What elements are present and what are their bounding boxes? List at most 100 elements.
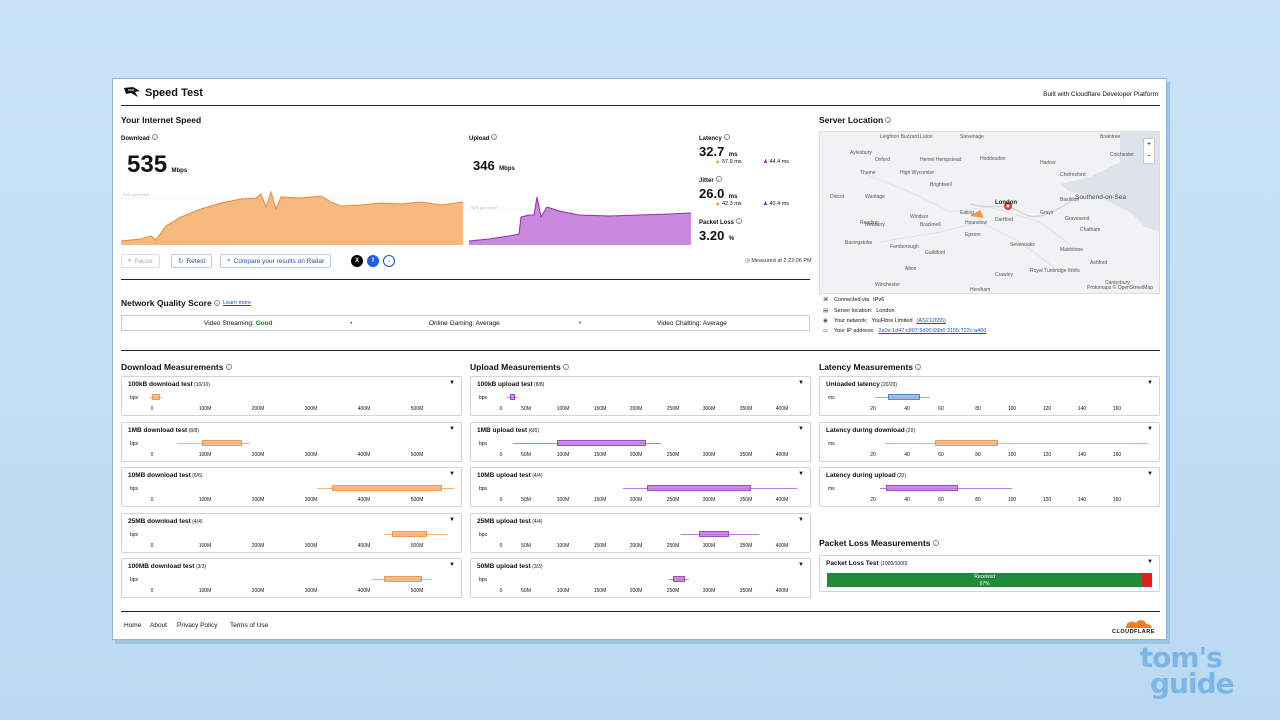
refresh-icon: ↻	[178, 258, 184, 265]
packet-loss-test-card[interactable]: Packet Loss Test (1000/1000) ▼ Received …	[819, 555, 1160, 592]
chevron-down-icon[interactable]: ▼	[449, 471, 455, 477]
chevron-down-icon[interactable]: ▼	[798, 516, 804, 523]
latency-test-card[interactable]: Latency during download (20) ▼ ms 20 40 60 80 1…	[819, 421, 1160, 462]
axis-tick-label: 100M	[198, 406, 212, 412]
chevron-down-icon[interactable]: ▼	[1147, 471, 1153, 477]
upload-test-card[interactable]: 10MB upload test (4/4) ▼ bps 0 50M 100M 150M 20…	[470, 467, 811, 507]
latency-test-card[interactable]: Unloaded latency (20/20) ▼ ms 20 40 60 80 100 12…	[819, 376, 1160, 416]
upload-test-card[interactable]: 50MB upload test (3/3) ▼ bps 0 50M 100M 150M 20…	[470, 558, 811, 598]
axis-tick-label: 250M	[666, 406, 680, 412]
chevron-down-icon[interactable]: ▼	[449, 425, 455, 432]
footer-link-privacy-policy[interactable]: Privacy Policy	[177, 622, 218, 629]
map-town-label: Colchester	[1110, 152, 1134, 158]
location-pin-icon: ◉	[823, 318, 828, 324]
axis-tick-label: 100	[1007, 406, 1017, 412]
speed-test-window: Speed Test Built with Cloudflare Develop…	[112, 78, 1167, 640]
axis-unit-label: bps	[479, 577, 488, 583]
axis-tick-label: 200M	[629, 406, 643, 412]
axis-tick-label: 0	[499, 542, 503, 549]
info-icon[interactable]: i	[723, 134, 730, 140]
download-results-icon[interactable]: ↓	[383, 255, 395, 267]
x-share-icon[interactable]: X	[351, 255, 363, 267]
axis-tick-label: 0	[499, 451, 503, 458]
latency-test-card-title: Unloaded latency (20/20)	[826, 381, 898, 388]
axis-tick-label: 100M	[198, 542, 212, 549]
monitor-icon: ▭	[823, 328, 829, 334]
axis-tick-label: 100	[1007, 451, 1017, 458]
footer-link-about[interactable]: About	[150, 622, 167, 629]
map-town-label: Hoddesdon	[980, 156, 1006, 162]
chevron-down-icon[interactable]: ▼	[798, 425, 804, 432]
map-town-label: Reading	[860, 220, 879, 226]
axis-tick-label: 100M	[556, 588, 570, 594]
chevron-down-icon[interactable]: ▼	[1147, 425, 1153, 432]
retest-button[interactable]: ↻ Retest	[171, 254, 213, 268]
axis-unit-label: bps	[130, 531, 139, 538]
download-speed-chart: 90th percentile	[121, 190, 463, 245]
download-test-card[interactable]: 100kB download test (10/10) ▼ bps 0 100M 200M…	[121, 376, 462, 416]
info-icon[interactable]: i	[491, 134, 498, 140]
pause-button[interactable]: ⏸ Pause	[121, 254, 160, 268]
info-icon[interactable]: i	[562, 364, 569, 370]
download-test-card[interactable]: 100MB download test (3/3) ▼ bps 0 100M 200M 30…	[121, 558, 462, 598]
upload-test-card[interactable]: 25MB upload test (4/4) ▼ bps 0 50M 100M 150M 20…	[470, 512, 811, 553]
box-plot	[392, 530, 427, 537]
chevron-down-icon[interactable]: ▼	[798, 471, 804, 477]
compare-radar-button[interactable]: ⌕ Compare your results on Radar	[220, 254, 332, 268]
footer-link-terms-of-use[interactable]: Terms of Use	[230, 622, 269, 629]
app-title: Speed Test	[145, 87, 203, 99]
info-icon[interactable]: i	[151, 134, 158, 140]
latency-test-card[interactable]: Latency during upload (20) ▼ ms 20 40 60 80 100…	[819, 467, 1160, 507]
chevron-down-icon[interactable]: ▼	[798, 562, 804, 568]
axis-tick-label: 60	[938, 451, 944, 458]
chevron-down-icon[interactable]: ▼	[798, 380, 804, 386]
info-icon[interactable]: i	[213, 300, 220, 306]
map-town-label: Gravesend	[1065, 216, 1090, 222]
upload-test-card[interactable]: 100kB upload test (8/8) ▼ bps 0 50M 100M 150M 2…	[470, 376, 811, 416]
server-map[interactable]: + − Leighton Buzzard Luton Stevenage Braint…	[819, 131, 1160, 294]
download-test-card[interactable]: 1MB download test (8/8) ▼ bps 0 100M 200M 300M…	[121, 421, 462, 462]
map-town-label: Guildford	[925, 250, 946, 256]
upload-test-card-title: 10MB upload test (4/4)	[477, 472, 543, 479]
upload-chart-note: 90th percentile	[471, 205, 498, 210]
axis-tick-label: 350M	[739, 406, 753, 412]
learn-more-link[interactable]: Learn more	[223, 300, 252, 306]
facebook-share-icon[interactable]: f	[367, 255, 379, 267]
footer-link-home[interactable]: Home	[124, 622, 142, 629]
axis-tick-label: 20	[870, 406, 876, 412]
map-town-label: Winchester	[875, 282, 901, 288]
upload-test-card-title: 50MB upload test (3/3)	[477, 563, 543, 570]
info-icon[interactable]: i	[915, 364, 922, 370]
info-icon[interactable]: i	[225, 364, 232, 370]
info-icon[interactable]: i	[736, 218, 743, 224]
toms-guide-watermark: tom's guide	[1139, 641, 1235, 700]
zoom-in-button[interactable]: +	[1146, 141, 1152, 148]
chevron-down-icon[interactable]: ▼	[1147, 380, 1153, 386]
chevron-down-icon[interactable]: ▼	[449, 516, 455, 523]
zoom-out-button[interactable]: −	[1146, 153, 1152, 160]
cloudflare-logo: CLOUDFLARE	[1110, 617, 1158, 637]
download-test-card[interactable]: 25MB download test (4/4) ▼ bps 0 100M 200M 300…	[121, 512, 462, 553]
axis-tick-label: 20	[870, 451, 876, 458]
map-town-label: Hemel Hempstead	[920, 157, 962, 163]
info-icon[interactable]: i	[932, 540, 939, 546]
upload-test-card-title: 100kB upload test (8/8)	[477, 381, 545, 388]
axis-unit-label: bps	[130, 577, 139, 583]
pause-icon: ⏸	[128, 257, 132, 264]
download-test-card-title: 25MB download test (4/4)	[128, 517, 203, 525]
info-icon[interactable]: i	[885, 117, 892, 123]
axis-tick-label: 200M	[629, 497, 643, 503]
info-icon[interactable]: i	[715, 176, 722, 182]
box-plot	[647, 485, 751, 491]
axis-tick-label: 80	[975, 451, 981, 458]
axis-tick-label: 100M	[556, 451, 570, 458]
chevron-down-icon[interactable]: ▼	[449, 380, 455, 386]
chevron-down-icon[interactable]: ▼	[449, 562, 455, 568]
download-test-card[interactable]: 10MB download test (6/6) ▼ bps 0 100M 200M 300…	[121, 467, 462, 507]
axis-tick-label: 250M	[666, 451, 680, 458]
video-streaming-score: Video Streaming: Good	[204, 320, 273, 327]
upload-test-card[interactable]: 1MB upload test (6/6) ▼ bps 0 50M 100M 150M 200…	[470, 421, 811, 462]
box-plot	[673, 576, 685, 582]
map-town-label: Maidstone	[1060, 247, 1084, 253]
network-quality-title: Network Quality Score i	[121, 298, 220, 308]
